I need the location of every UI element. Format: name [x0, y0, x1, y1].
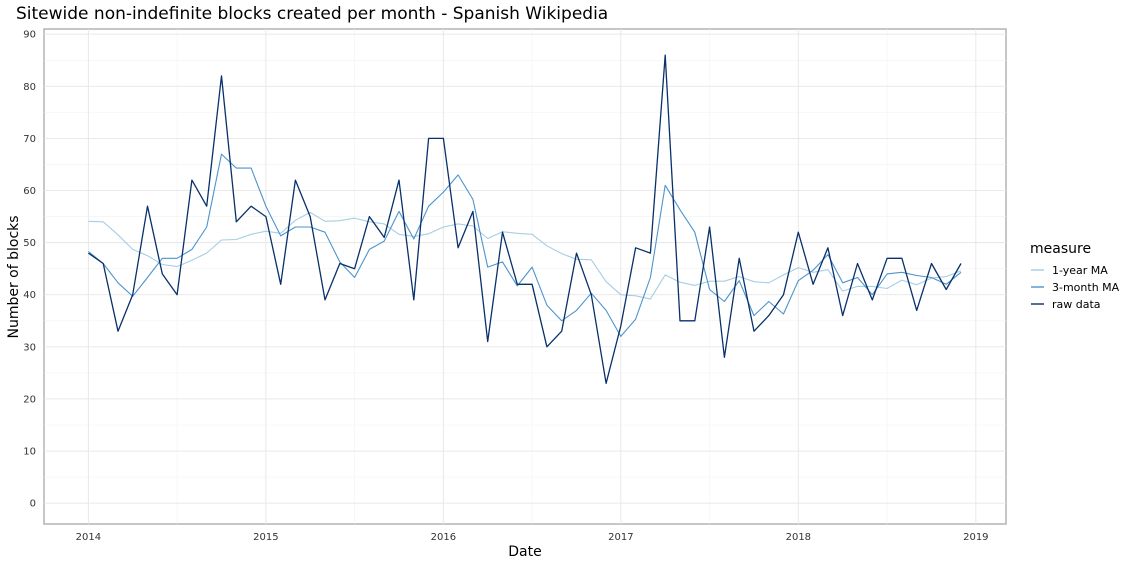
y-tick-label: 80 — [23, 82, 36, 93]
legend-label-raw-data: raw data — [1052, 298, 1101, 311]
legend-label-1-year-ma: 1-year MA — [1052, 264, 1108, 277]
chart-title: Sitewide non-indefinite blocks created p… — [16, 4, 608, 24]
y-tick-label: 60 — [23, 186, 36, 197]
series-line-1-year-ma — [88, 211, 962, 300]
y-tick-label: 20 — [23, 394, 36, 405]
x-axis-ticks: 2014 2015 2016 2017 2018 2019 — [76, 532, 989, 543]
plot-panel — [43, 28, 1007, 525]
legend-title: measure — [1030, 241, 1091, 257]
y-tick-label: 10 — [23, 447, 36, 458]
grid-lines — [44, 29, 1006, 524]
y-tick-label: 70 — [23, 134, 36, 145]
legend-label-3-month-ma: 3-month MA — [1052, 281, 1120, 294]
x-tick-label: 2014 — [76, 532, 101, 543]
x-tick-label: 2019 — [963, 532, 988, 543]
series-lines — [88, 54, 962, 384]
y-axis-title: Number of blocks — [6, 215, 22, 338]
y-tick-label: 0 — [30, 499, 36, 510]
x-tick-label: 2017 — [608, 532, 633, 543]
series-line-raw-data — [88, 54, 962, 384]
x-tick-label: 2016 — [431, 532, 456, 543]
series-line-3-month-ma — [88, 153, 962, 337]
x-tick-label: 2015 — [253, 532, 278, 543]
y-tick-label: 50 — [23, 238, 36, 249]
y-axis-ticks: 0 10 20 30 40 50 60 70 80 90 — [23, 30, 36, 510]
y-tick-label: 90 — [23, 30, 36, 41]
legend: measure 1-year MA 3-month MA raw data — [1030, 241, 1120, 311]
y-tick-label: 40 — [23, 290, 36, 301]
y-tick-label: 30 — [23, 342, 36, 353]
x-axis-title: Date — [508, 544, 541, 560]
x-tick-label: 2018 — [786, 532, 811, 543]
